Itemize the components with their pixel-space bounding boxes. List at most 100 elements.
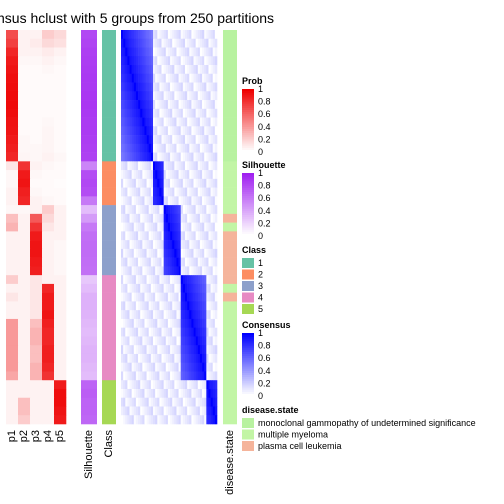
consensus-cell: [129, 318, 132, 328]
consensus-cell: [161, 38, 164, 48]
consensus-cell: [210, 47, 214, 57]
consensus-cell: [144, 336, 147, 346]
consensus-cell: [202, 336, 205, 346]
consensus-cell: [172, 336, 175, 346]
consensus-cell: [127, 47, 130, 57]
disease-state-legend-label: multiple myeloma: [258, 430, 328, 440]
consensus-cell: [191, 205, 194, 215]
consensus-cell: [185, 170, 188, 180]
consensus-cell: [163, 371, 167, 381]
membership-cell: [42, 240, 55, 250]
consensus-cell: [197, 380, 201, 390]
consensus-cell: [174, 222, 177, 232]
consensus-cell: [197, 178, 201, 188]
membership-cell: [18, 231, 31, 241]
consensus-cell: [163, 38, 167, 48]
consensus-cell: [182, 91, 186, 101]
consensus-cell: [197, 100, 201, 110]
consensus-cell: [197, 222, 201, 232]
consensus-cell: [180, 143, 184, 153]
consensus-cell: [161, 143, 164, 153]
silhouette-legend-swatch: [242, 206, 254, 210]
consensus-cell: [206, 205, 209, 215]
consensus-cell: [176, 345, 179, 355]
disease-state-cell: [223, 30, 237, 40]
consensus-cell: [193, 362, 196, 372]
consensus-cell: [180, 388, 184, 399]
consensus-cell: [157, 318, 160, 328]
consensus-cell: [191, 310, 194, 320]
prob-legend-swatch: [242, 120, 254, 123]
consensus-cell: [133, 187, 137, 197]
consensus-cell: [195, 275, 199, 285]
consensus-cell: [206, 292, 209, 302]
consensus-cell: [193, 73, 196, 83]
consensus-cell: [212, 205, 216, 215]
consensus-cell: [155, 415, 158, 425]
consensus-cell: [187, 318, 190, 328]
consensus-cell: [178, 161, 182, 171]
membership-cell: [30, 240, 43, 250]
membership-cell: [18, 152, 31, 162]
prob-legend-swatch: [242, 139, 254, 142]
consensus-cell: [135, 353, 139, 364]
membership-cell: [42, 38, 55, 48]
consensus-cell: [206, 380, 209, 390]
consensus-cell: [138, 108, 141, 118]
consensus-cell: [202, 248, 205, 258]
membership-cell: [6, 248, 19, 258]
consensus-cell: [146, 415, 150, 425]
consensus-cell: [195, 47, 199, 57]
consensus-cell: [208, 135, 211, 145]
consensus-cell: [148, 301, 152, 311]
consensus-cell: [140, 152, 143, 162]
class-cell: [102, 213, 116, 223]
consensus-cell: [178, 30, 182, 40]
silhouette-cell: [81, 91, 97, 101]
consensus-cell: [176, 362, 179, 372]
consensus-cell: [195, 178, 199, 188]
membership-cell: [18, 362, 31, 372]
consensus-cell: [159, 65, 162, 75]
membership-cell: [18, 275, 31, 285]
consensus-cell: [197, 388, 201, 399]
silhouette-legend-swatch: [242, 202, 254, 205]
consensus-cell: [187, 327, 190, 337]
consensus-cell: [174, 47, 177, 57]
membership-cell: [6, 336, 19, 346]
membership-cell: [54, 275, 67, 285]
consensus-cell: [163, 91, 167, 101]
consensus-legend-swatch: [242, 358, 254, 361]
consensus-cell: [178, 91, 182, 101]
consensus-cell: [127, 73, 130, 83]
disease-state-cell: [223, 143, 237, 153]
consensus-cell: [167, 318, 171, 328]
consensus-cell: [131, 143, 135, 153]
consensus-cell: [193, 205, 196, 215]
membership-cell: [18, 222, 31, 232]
consensus-cell: [174, 248, 177, 258]
consensus-cell: [195, 65, 199, 75]
consensus-cell: [148, 187, 152, 197]
consensus-cell: [210, 222, 214, 232]
consensus-cell: [146, 362, 150, 372]
consensus-cell: [193, 240, 196, 250]
consensus-cell: [140, 345, 143, 355]
consensus-cell: [125, 65, 128, 75]
consensus-cell: [144, 161, 147, 171]
consensus-cell: [172, 371, 175, 381]
consensus-cell: [204, 30, 207, 40]
consensus-cell: [165, 292, 169, 302]
consensus-cell: [167, 152, 171, 162]
consensus-cell: [144, 126, 147, 136]
consensus-cell: [121, 117, 124, 127]
consensus-cell: [165, 126, 169, 136]
consensus-cell: [148, 126, 152, 136]
consensus-cell: [135, 65, 139, 75]
consensus-cell: [153, 126, 156, 136]
consensus-cell: [178, 73, 182, 83]
consensus-cell: [148, 388, 152, 399]
consensus-cell: [146, 143, 150, 153]
consensus-cell: [197, 336, 201, 346]
silhouette-cell: [81, 380, 97, 390]
